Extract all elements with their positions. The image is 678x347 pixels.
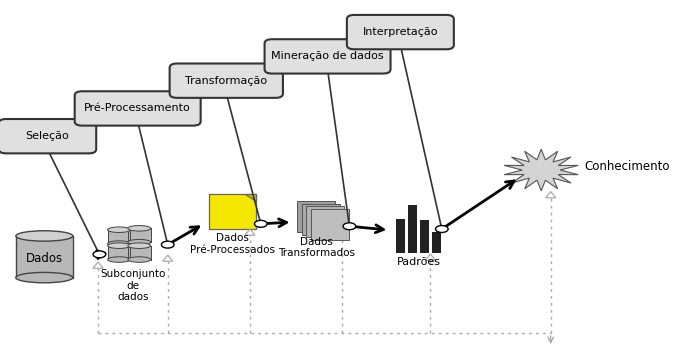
Bar [128,246,151,260]
Ellipse shape [16,272,73,283]
Circle shape [254,220,267,227]
Polygon shape [245,194,256,201]
Circle shape [343,223,356,230]
Bar [16,236,73,278]
Text: Conhecimento: Conhecimento [584,160,670,173]
Bar [311,209,348,240]
Polygon shape [504,149,578,191]
Circle shape [435,226,448,232]
Circle shape [93,251,106,258]
Text: Transformação: Transformação [185,76,267,86]
Ellipse shape [108,243,130,248]
Bar [302,204,340,235]
Ellipse shape [16,231,73,241]
Bar [407,205,417,253]
Bar [420,220,429,253]
Ellipse shape [128,243,151,248]
Text: Subconjunto
de
dados: Subconjunto de dados [100,269,165,302]
Ellipse shape [128,239,151,245]
Polygon shape [546,192,556,198]
Bar [306,206,344,237]
FancyBboxPatch shape [0,119,96,153]
Bar [108,230,130,244]
Text: Dados
Pré-Processados: Dados Pré-Processados [190,233,275,255]
Ellipse shape [128,257,151,262]
Text: Dados: Dados [26,252,63,265]
Circle shape [161,241,174,248]
Text: Interpretação: Interpretação [363,27,438,37]
Polygon shape [425,254,435,260]
Ellipse shape [108,257,130,262]
FancyBboxPatch shape [75,91,201,126]
Bar [128,228,151,242]
Polygon shape [163,255,173,261]
Bar [432,232,441,253]
Ellipse shape [128,226,151,231]
FancyBboxPatch shape [264,39,391,74]
Polygon shape [93,262,103,268]
Bar [395,219,405,253]
FancyBboxPatch shape [347,15,454,49]
Text: Seleção: Seleção [26,131,69,141]
Text: Padrões: Padrões [397,257,441,268]
Bar [108,246,130,260]
Polygon shape [337,229,347,235]
Ellipse shape [108,241,130,246]
Bar [209,194,256,229]
FancyBboxPatch shape [170,64,283,98]
Bar [298,201,336,232]
Ellipse shape [108,227,130,232]
Text: Dados
Transformados: Dados Transformados [278,237,355,258]
Polygon shape [245,229,255,235]
Text: Pré-Processamento: Pré-Processamento [84,103,191,113]
Text: Mineração de dados: Mineração de dados [271,51,384,61]
